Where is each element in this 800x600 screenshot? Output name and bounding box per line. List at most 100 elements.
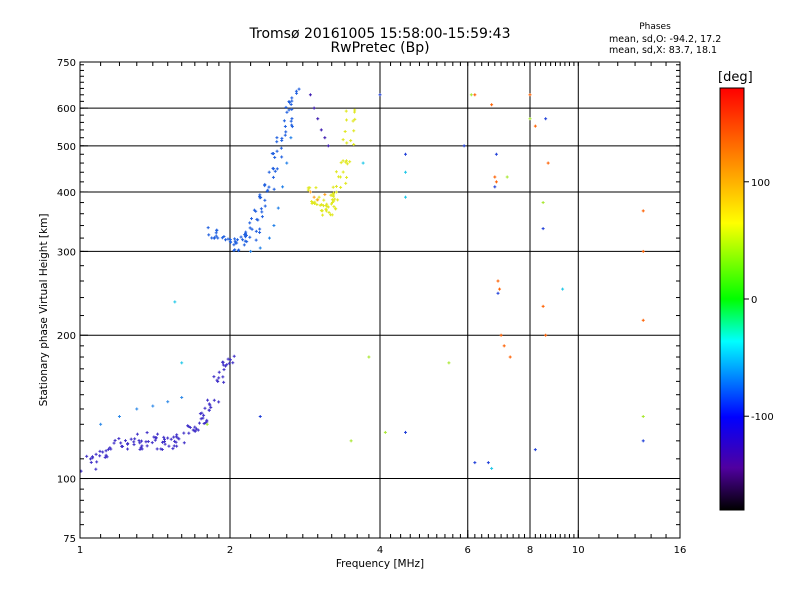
data-point [137, 439, 141, 443]
data-point [171, 447, 175, 451]
data-point [331, 191, 335, 195]
data-point [498, 287, 502, 291]
data-point [145, 444, 149, 448]
data-point [182, 441, 186, 445]
y-tick-label: 200 [57, 331, 76, 342]
data-point [222, 368, 226, 372]
data-point [249, 249, 253, 253]
data-point [117, 437, 121, 441]
data-point [345, 141, 349, 145]
data-point [499, 333, 503, 337]
data-point [254, 209, 258, 213]
data-point [641, 318, 645, 322]
data-point [290, 107, 294, 111]
data-point [493, 175, 497, 179]
colorbar-tick-label: 100 [751, 178, 770, 189]
data-point [285, 161, 289, 165]
data-point [104, 453, 108, 457]
data-point [202, 422, 206, 426]
data-point [119, 441, 123, 445]
data-point [270, 152, 274, 156]
phases-o-stats: mean, sd,O: -94.2, 17.2 [609, 34, 722, 45]
data-point [334, 207, 338, 211]
data-point [267, 185, 271, 189]
data-point [496, 279, 500, 283]
data-point [324, 207, 328, 211]
data-point [108, 446, 112, 450]
data-point [641, 209, 645, 213]
data-point [490, 103, 494, 107]
data-point [140, 444, 144, 448]
data-point [222, 380, 226, 384]
data-point [220, 236, 224, 240]
data-point [153, 436, 157, 440]
data-point [337, 175, 341, 179]
data-point [306, 186, 310, 190]
data-point [103, 455, 107, 459]
data-point [259, 207, 263, 211]
data-point [334, 170, 338, 174]
data-point [322, 198, 326, 202]
data-point [101, 450, 105, 454]
data-point [310, 201, 314, 205]
data-point [254, 238, 258, 242]
data-point [91, 456, 95, 460]
data-point [248, 226, 252, 230]
x-tick-label: 4 [377, 545, 383, 556]
data-point [173, 300, 177, 304]
data-point [447, 361, 451, 365]
data-point [341, 138, 345, 142]
data-point [308, 190, 312, 194]
data-point [263, 198, 267, 202]
data-point [153, 438, 157, 442]
data-point [244, 230, 248, 234]
data-point [138, 447, 142, 451]
data-point [260, 210, 264, 214]
data-point [249, 217, 253, 221]
data-point [99, 422, 103, 426]
data-point [349, 139, 353, 143]
y-tick-label: 400 [57, 188, 76, 199]
data-point [541, 304, 545, 308]
data-point [334, 184, 338, 188]
data-point [166, 436, 170, 440]
data-point [235, 241, 239, 245]
data-point [117, 414, 121, 418]
data-point [163, 442, 167, 446]
data-point [161, 440, 165, 444]
colorbar-tick-label: -100 [751, 412, 774, 423]
data-point [95, 460, 99, 464]
data-point [289, 102, 293, 106]
data-point [150, 441, 154, 445]
data-point [541, 201, 545, 205]
data-point [214, 231, 218, 235]
colorbar-tick-label: 0 [751, 295, 757, 306]
data-points [79, 87, 645, 473]
data-point [133, 437, 137, 441]
data-point [193, 425, 197, 429]
data-point [533, 124, 537, 128]
data-point [263, 184, 267, 188]
data-point [528, 117, 532, 121]
data-point [94, 452, 98, 456]
y-tick-label: 750 [57, 58, 76, 69]
data-point [505, 175, 509, 179]
y-tick-label: 300 [57, 247, 76, 258]
data-point [331, 185, 335, 189]
colorbar-unit: [deg] [718, 70, 753, 85]
data-point [285, 110, 289, 114]
data-point [349, 439, 353, 443]
data-point [239, 235, 243, 239]
data-point [345, 118, 349, 122]
data-point [212, 398, 216, 402]
data-point [254, 229, 258, 233]
data-point [206, 226, 210, 230]
data-point [126, 447, 130, 451]
data-point [145, 431, 149, 435]
data-point [508, 355, 512, 359]
data-point [275, 136, 279, 140]
data-point [243, 233, 247, 237]
data-point [212, 375, 216, 379]
data-point [226, 237, 230, 241]
data-point [139, 445, 143, 449]
